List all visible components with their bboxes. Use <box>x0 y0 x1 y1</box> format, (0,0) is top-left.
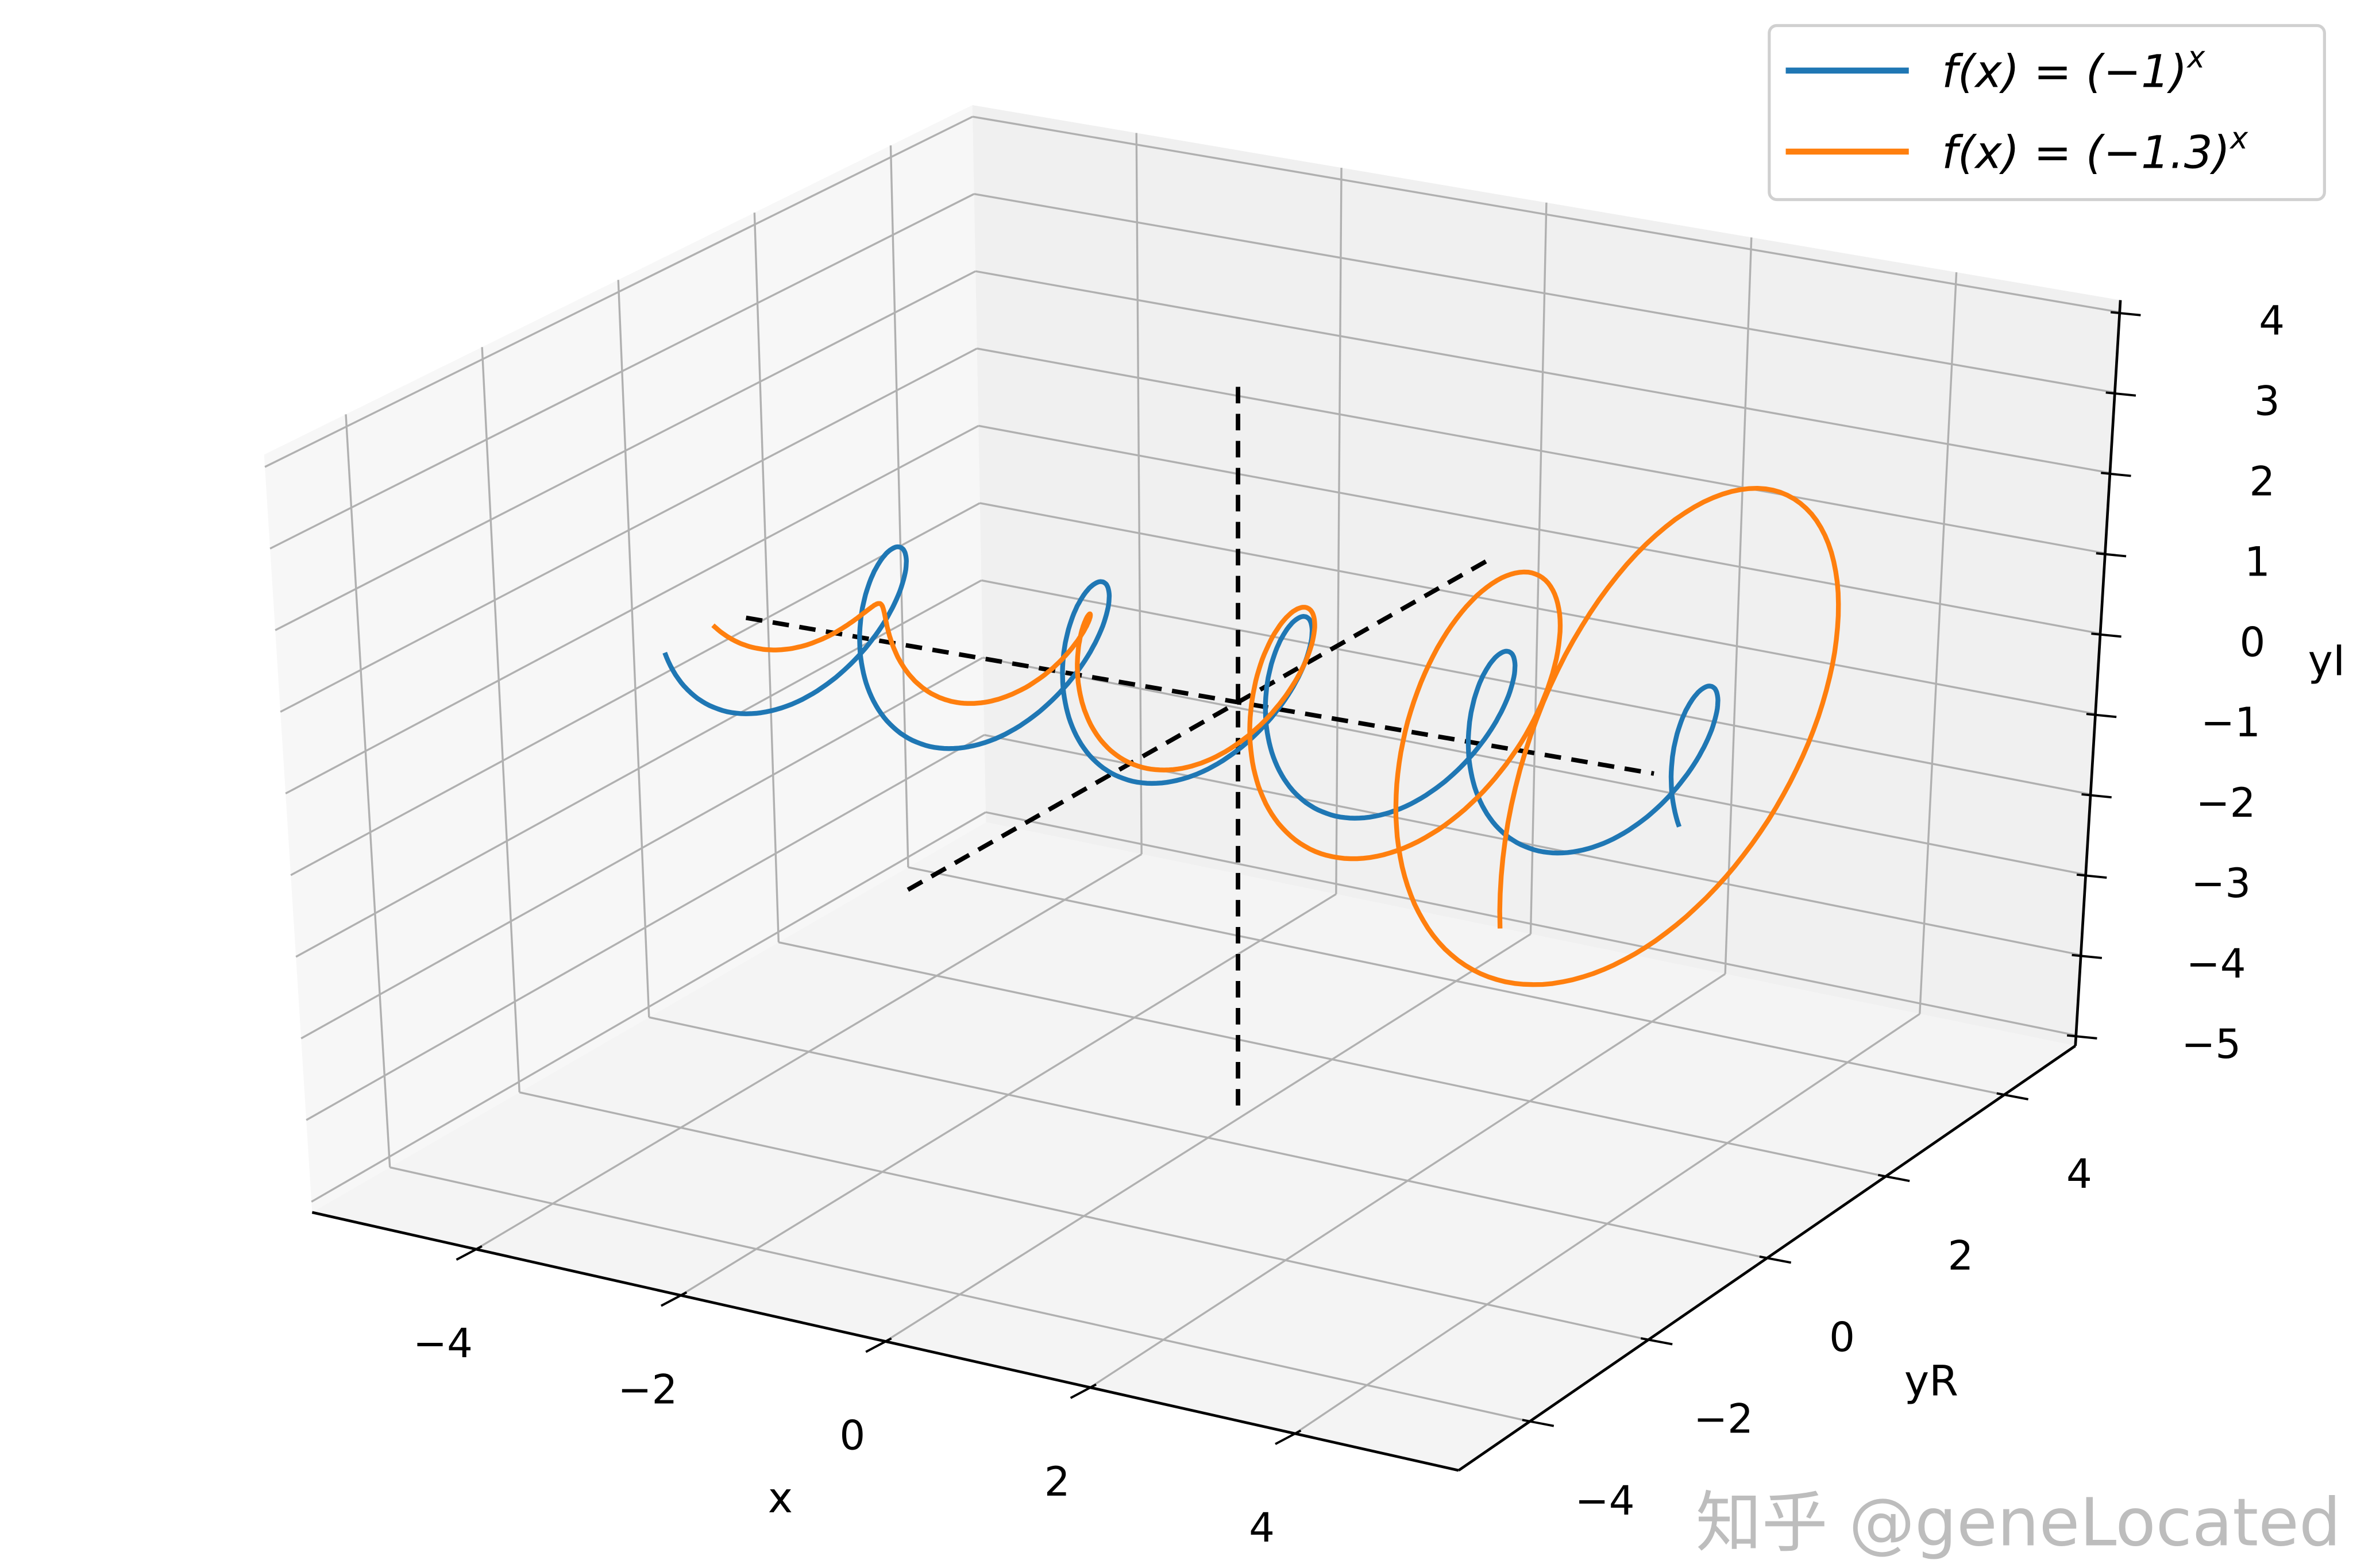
yr-tick-label: −4 <box>1575 1477 1635 1524</box>
x-tick-mark <box>660 1291 688 1307</box>
yi-tick-mark <box>2081 793 2112 799</box>
back-grid-z <box>981 579 2091 795</box>
yi-axis-label: yI <box>2308 637 2346 686</box>
back-grid-x <box>1135 133 1143 855</box>
back-grid-x <box>1335 168 1343 894</box>
tick-labels: −4 −2 0 2 4 −4 −2 0 2 4 −5 −4 −3 −2 −1 0 1 2 3 4 <box>413 298 2285 1551</box>
yi-tick-mark <box>2110 311 2141 316</box>
x-tick-label: −4 <box>413 1320 473 1367</box>
floor-grid-y <box>908 866 2005 1096</box>
back-grid-z <box>972 115 2120 314</box>
yi-tick-label: −4 <box>2186 940 2246 987</box>
series-lines <box>662 485 1841 987</box>
yi-tick-label: −2 <box>2196 779 2256 827</box>
grid-lines <box>264 115 2120 1435</box>
axis-lines <box>311 300 2141 1472</box>
yi-tick-mark <box>2086 713 2117 719</box>
x-tick-mark <box>1275 1429 1302 1445</box>
yi-tick-mark <box>2066 1034 2097 1040</box>
left-grid-z <box>285 424 979 795</box>
left-grid-z <box>264 115 973 468</box>
back-grid-x <box>1919 272 1958 1014</box>
yi-tick-label: −3 <box>2191 860 2251 907</box>
yi-tick-label: 0 <box>2240 619 2266 666</box>
reference-line-x <box>745 615 1654 776</box>
yr-tick-mark <box>1996 1092 2029 1100</box>
back-pane <box>972 105 2121 1046</box>
back-grid-z <box>978 424 2101 635</box>
floor-grid-y <box>649 1016 1768 1260</box>
back-grid-z <box>985 811 2077 1037</box>
yr-axis-label: yR <box>1904 1357 1958 1405</box>
yi-tick-mark <box>2076 873 2107 879</box>
left-pane <box>264 105 986 1212</box>
legend-label-2: f(x) = (−1.3)x <box>1942 122 2248 179</box>
x-tick-label: 0 <box>839 1412 865 1459</box>
back-grid-z <box>974 193 2115 394</box>
yr-tick-label: 4 <box>2066 1150 2092 1198</box>
floor-grid-y <box>389 1166 1530 1423</box>
floor-grid-y <box>778 941 1886 1177</box>
x-tick-mark <box>456 1245 483 1261</box>
reference-line-yr <box>907 558 1490 892</box>
yr-tick-mark <box>1759 1255 1792 1264</box>
yi-axis-line <box>2074 300 2122 1046</box>
back-grid-z <box>982 656 2086 876</box>
yi-tick-mark <box>2096 552 2127 558</box>
yr-tick-label: 0 <box>1829 1314 1855 1361</box>
left-grid-y <box>753 213 780 943</box>
yi-tick-mark <box>2101 472 2131 477</box>
floor-grid-y <box>519 1091 1649 1341</box>
left-grid-z <box>290 502 981 876</box>
x-tick-mark <box>1070 1383 1097 1399</box>
x-tick-label: −2 <box>618 1366 677 1413</box>
left-grid-z <box>306 734 985 1121</box>
left-grid-y <box>889 145 909 868</box>
back-grid-z <box>977 347 2105 554</box>
yi-tick-label: 3 <box>2254 378 2280 425</box>
legend: f(x) = (−1)x f(x) = (−1.3)x <box>1768 24 2326 202</box>
left-grid-y <box>481 347 520 1092</box>
left-grid-z <box>280 347 978 713</box>
left-grid-z <box>275 270 976 631</box>
x-tick-mark <box>865 1337 892 1353</box>
x-axis-label: x <box>768 1474 793 1523</box>
back-grid-z <box>979 502 2096 715</box>
yi-tick-label: −5 <box>2181 1021 2241 1068</box>
x-tick-label: 2 <box>1044 1458 1070 1505</box>
yr-tick-label: −2 <box>1694 1396 1753 1443</box>
yi-tick-label: −1 <box>2201 699 2261 746</box>
back-grid-x <box>1529 202 1548 934</box>
yr-tick-mark <box>1641 1337 1673 1346</box>
yi-tick-mark <box>2105 391 2136 397</box>
left-grid-z <box>300 656 983 1040</box>
yr-tick-mark <box>1522 1419 1554 1427</box>
yi-tick-mark <box>2072 953 2103 959</box>
yi-tick-label: 2 <box>2249 458 2275 505</box>
yr-tick-label: 2 <box>1948 1232 1974 1279</box>
yi-tick-label: 4 <box>2259 298 2285 345</box>
back-grid-x <box>1724 237 1753 974</box>
watermark: 知乎 @geneLocated <box>1696 1485 2341 1562</box>
yi-tick-mark <box>2091 632 2121 638</box>
back-grid-z <box>975 270 2111 474</box>
left-grid-z <box>269 193 975 550</box>
series-line-2 <box>711 485 1841 987</box>
yi-tick-label: 1 <box>2244 538 2270 585</box>
left-grid-z <box>311 811 986 1203</box>
left-grid-y <box>345 414 391 1168</box>
left-grid-y <box>617 280 650 1018</box>
legend-label-1: f(x) = (−1)x <box>1942 41 2205 98</box>
yr-tick-mark <box>1877 1173 1910 1183</box>
x-tick-label: 4 <box>1249 1504 1275 1551</box>
